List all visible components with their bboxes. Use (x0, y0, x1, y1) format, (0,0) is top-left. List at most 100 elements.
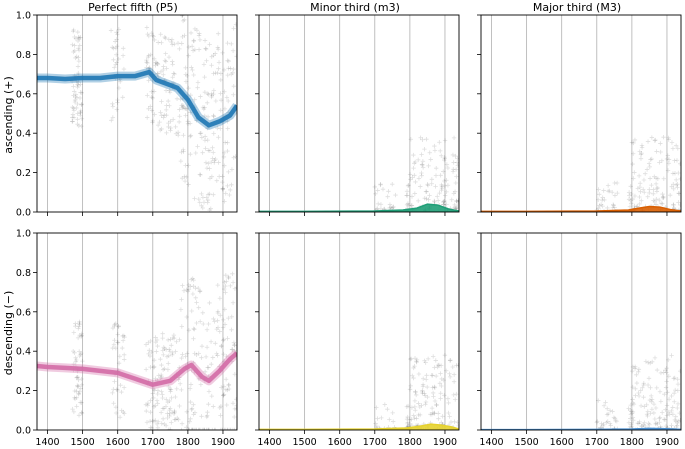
observation-mark (634, 372, 639, 378)
observation-mark (169, 42, 175, 47)
observation-mark (110, 45, 115, 50)
observation-mark (648, 393, 654, 399)
observation-mark (672, 375, 677, 381)
observation-mark (208, 206, 213, 211)
observation-mark (77, 321, 82, 326)
observation-mark (230, 70, 236, 76)
observation-mark (158, 356, 163, 362)
observation-scatter (594, 135, 681, 212)
observation-mark (157, 119, 162, 125)
observation-mark (221, 286, 227, 292)
observation-mark (79, 333, 84, 338)
observation-mark (78, 35, 83, 40)
observation-mark (215, 46, 221, 52)
observation-mark (186, 44, 191, 50)
observation-mark (162, 34, 168, 40)
observation-mark (197, 172, 203, 177)
observation-mark (157, 127, 163, 133)
observation-mark (646, 161, 652, 166)
observation-mark (179, 149, 184, 155)
y-tick-label: 0.2 (16, 168, 31, 179)
observation-mark (653, 137, 658, 143)
observation-mark (653, 405, 659, 411)
observation-mark (204, 327, 210, 332)
observation-mark (647, 422, 652, 427)
observation-mark (159, 113, 164, 118)
observation-mark (204, 195, 209, 200)
observation-mark (70, 112, 76, 117)
observation-mark (422, 195, 427, 201)
observation-mark (167, 413, 172, 419)
observation-mark (197, 37, 203, 43)
observation-mark (150, 95, 155, 101)
observation-mark (231, 26, 236, 31)
observation-mark (441, 377, 446, 383)
observation-mark (378, 182, 383, 188)
observation-mark (202, 138, 208, 143)
observation-mark (447, 358, 453, 363)
observation-mark (415, 157, 421, 163)
observation-mark (218, 413, 223, 418)
observation-mark (112, 323, 117, 329)
observation-mark (206, 148, 211, 153)
observation-mark (414, 359, 419, 364)
observation-mark (232, 406, 237, 412)
observation-mark (438, 371, 443, 376)
observation-mark (657, 160, 662, 165)
observation-mark (417, 404, 422, 410)
observation-mark (647, 176, 653, 181)
observation-mark (429, 412, 435, 417)
observation-mark (229, 182, 234, 188)
observation-mark (184, 409, 190, 414)
observation-mark (229, 327, 234, 332)
observation-mark (213, 341, 218, 346)
observation-mark (76, 324, 82, 329)
observation-mark (658, 149, 663, 155)
observation-mark (192, 326, 197, 332)
observation-mark (450, 364, 455, 370)
observation-mark (144, 60, 149, 65)
observation-mark (210, 156, 215, 161)
observation-mark (628, 416, 633, 421)
observation-mark (630, 415, 636, 420)
observation-mark (419, 389, 425, 395)
observation-mark (657, 197, 662, 203)
observation-mark (672, 417, 678, 423)
observation-mark (409, 203, 414, 208)
observation-mark (151, 89, 157, 94)
observation-mark (188, 382, 194, 387)
observation-mark (637, 201, 642, 207)
observation-mark (215, 310, 221, 316)
observation-mark (441, 202, 446, 207)
observation-mark (226, 382, 231, 388)
observation-mark (652, 138, 658, 143)
observation-mark (669, 393, 674, 399)
observation-mark (630, 409, 636, 415)
observation-mark (115, 340, 121, 345)
observation-mark (453, 167, 459, 172)
observation-mark (145, 403, 150, 408)
observation-mark (145, 31, 150, 37)
observation-mark (611, 203, 616, 208)
observation-mark (645, 382, 651, 388)
observation-mark (156, 419, 161, 424)
observation-mark (213, 98, 219, 104)
observation-mark (211, 192, 216, 197)
observation-mark (438, 391, 443, 396)
observation-mark (374, 423, 380, 429)
y-tick-label: 0.6 (16, 89, 31, 100)
observation-mark (113, 62, 118, 67)
observation-mark (112, 65, 117, 70)
observation-mark (179, 297, 184, 302)
observation-mark (208, 339, 214, 344)
observation-mark (146, 33, 152, 39)
observation-mark (610, 202, 616, 207)
observation-mark (388, 205, 394, 210)
observation-mark (220, 50, 225, 56)
observation-mark (77, 43, 82, 48)
observation-mark (167, 349, 173, 354)
observation-mark (669, 423, 674, 428)
observation-mark (234, 397, 237, 402)
observation-mark (194, 300, 199, 305)
observation-mark (166, 120, 171, 126)
